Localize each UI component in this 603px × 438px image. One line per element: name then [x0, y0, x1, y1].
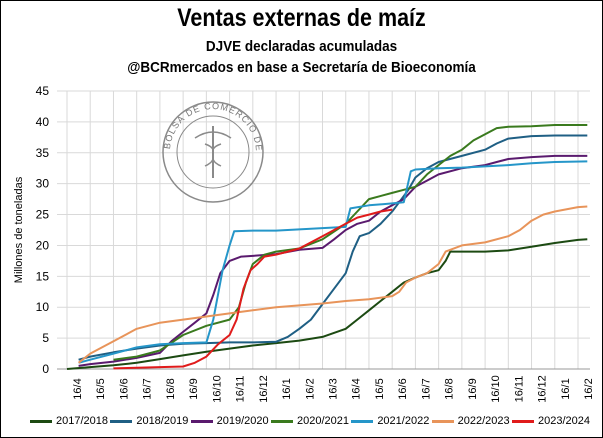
legend-label: 2017/2018	[56, 415, 108, 427]
legend-label: 2022/2023	[457, 415, 510, 427]
x-tick-label: 16/1	[560, 378, 572, 399]
x-tick-label: 16/2	[583, 378, 595, 399]
x-tick-label: 16/8	[165, 378, 177, 399]
y-axis-label: Millones de toneladas	[13, 176, 25, 283]
legend-swatch	[511, 419, 534, 423]
chart-subtitle: DJVE declaradas acumuladas	[205, 38, 398, 55]
x-tick-label: 16/1	[281, 378, 293, 399]
watermark-emblem	[204, 143, 222, 167]
legend-swatch	[270, 419, 293, 423]
legend-label: 2023/2024	[537, 415, 590, 427]
y-tick-label: 35	[36, 146, 50, 160]
x-tick-label: 16/5	[95, 378, 107, 399]
x-tick-label: 16/3	[328, 378, 340, 399]
x-tick-label: 16/2	[304, 378, 316, 399]
x-tick-label: 16/10	[490, 375, 502, 403]
y-tick-label: 10	[36, 300, 50, 314]
x-tick-label: 16/10	[211, 375, 223, 403]
x-tick-label: 16/12	[258, 375, 270, 403]
legend-item: 2023/2024	[511, 415, 590, 427]
y-tick-label: 30	[36, 177, 50, 191]
series-line-2021-2022	[78, 160, 588, 364]
legend-swatch	[30, 419, 52, 423]
watermark-seal-inner	[176, 115, 250, 189]
x-tick-label: 16/4	[72, 378, 84, 399]
watermark-text: BOLSA DE COMERCIO DE ROSARIO	[0, 0, 264, 152]
watermark-emblem	[194, 131, 232, 139]
legend-item: 2017/2018	[30, 415, 108, 427]
x-tick-label: 16/11	[513, 376, 525, 403]
legend-item: 2020/2021	[270, 415, 349, 427]
y-tick-label: 15	[36, 269, 50, 283]
x-tick-label: 16/9	[188, 378, 200, 399]
legend-label: 2018/2019	[136, 415, 189, 427]
legend-item: 2018/2019	[110, 415, 188, 427]
series-line-2023-2024	[113, 208, 393, 370]
series-line-2018-2019	[78, 134, 588, 361]
series-line-2017-2018	[66, 238, 588, 370]
x-tick-label: 16/9	[467, 378, 479, 399]
legend-swatch	[190, 419, 213, 423]
x-tick-label: 16/8	[444, 378, 456, 399]
x-tick-label: 16/6	[118, 378, 130, 399]
watermark-seal	[162, 101, 264, 203]
chart-legend: 2017/2018 2018/2019 2019/2020 2020/2021 2021…	[30, 415, 590, 427]
chart-source: @BCRmercados en base a Secretaría de Bio…	[127, 59, 476, 76]
legend-item: 2021/2022	[351, 415, 429, 427]
legend-label: 2021/2022	[377, 415, 430, 427]
x-tick-label: 16/12	[537, 375, 549, 403]
y-tick-label: 20	[36, 238, 50, 252]
legend-item: 2019/2020	[190, 415, 269, 427]
x-tick-label: 16/4	[351, 378, 363, 399]
y-tick-label: 40	[36, 115, 50, 129]
x-tick-label: 16/6	[397, 378, 409, 399]
legend-item: 2022/2023	[431, 415, 510, 427]
legend-swatch	[351, 419, 374, 423]
y-tick-label: 5	[42, 331, 49, 345]
legend-swatch	[110, 419, 133, 423]
y-tick-label: 45	[36, 84, 50, 98]
y-tick-label: 0	[42, 362, 49, 376]
series-line-2022-2023	[77, 205, 588, 364]
y-tick-label: 25	[36, 208, 50, 222]
x-tick-label: 16/7	[142, 378, 154, 399]
x-tick-label: 16/7	[420, 378, 432, 399]
x-tick-label: 16/11	[235, 376, 247, 403]
legend-label: 2019/2020	[216, 415, 269, 427]
legend-label: 2020/2021	[296, 415, 349, 427]
legend-swatch	[431, 419, 454, 423]
chart-title: Ventas externas de maíz	[177, 4, 426, 32]
series-line-2019-2020	[78, 154, 588, 367]
x-tick-label: 16/5	[374, 378, 386, 399]
